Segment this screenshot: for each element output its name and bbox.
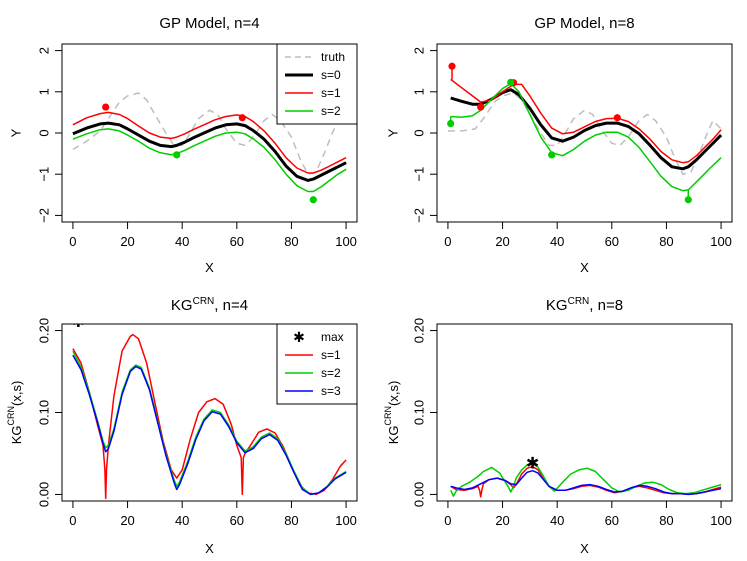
x-tick-label: 60: [230, 234, 244, 249]
x-tick-label: 60: [605, 513, 619, 528]
max-marker: ✱: [526, 456, 539, 473]
legend: truth s=0 s=1 s=2: [276, 43, 358, 125]
series-line-truth: [447, 92, 722, 175]
y-tick-label: 0: [37, 129, 52, 136]
x-tick-label: 60: [605, 234, 619, 249]
data-point: [309, 196, 317, 204]
x-tick-label: 0: [444, 234, 451, 249]
x-tick-label: 100: [710, 513, 732, 528]
plot-area: ✱: [450, 456, 722, 498]
legend-label: s=1: [321, 86, 341, 100]
x-tick-label: 80: [284, 234, 298, 249]
series-line-s-3: [450, 469, 722, 496]
y-axis-label: Y: [9, 128, 24, 137]
x-tick-label: 0: [444, 513, 451, 528]
data-point: [684, 196, 692, 204]
y-tick-label: 1: [37, 88, 52, 95]
data-point: [507, 78, 515, 86]
legend-box: [276, 323, 358, 405]
series-line-s-2: [450, 462, 722, 497]
legend-label: s=3: [321, 384, 341, 398]
y-tick-label: 0.20: [412, 318, 427, 343]
chart-title: GP Model, n=4: [159, 15, 259, 32]
legend-label: max: [321, 330, 344, 344]
max-marker: ✱: [72, 314, 85, 331]
data-point: [448, 62, 456, 70]
y-tick-label: 0.10: [412, 400, 427, 425]
legend-swatch: ✱: [293, 329, 305, 345]
y-tick-label: 0: [412, 129, 427, 136]
y-tick-label: −2: [412, 208, 427, 223]
legend-label: s=1: [321, 348, 341, 362]
series-line-s-0: [72, 121, 347, 182]
x-axis-label: X: [205, 541, 214, 556]
y-axis-label: Y: [386, 128, 401, 137]
x-tick-label: 40: [175, 234, 189, 249]
chart-title: KGCRN, n=8: [546, 296, 623, 314]
y-tick-label: 0.00: [412, 482, 427, 507]
data-point: [173, 151, 181, 159]
plot-area: [447, 62, 723, 204]
x-tick-label: 80: [284, 513, 298, 528]
x-tick-label: 40: [175, 513, 189, 528]
x-tick-label: 20: [120, 234, 134, 249]
legend-label: truth: [321, 50, 345, 64]
series-line-s-1: [450, 78, 722, 164]
chart-title: KGCRN, n=4: [171, 296, 248, 314]
series-line-s-2: [72, 128, 347, 193]
y-axis-label: KGCRN(x,s): [6, 381, 24, 445]
x-tick-label: 20: [120, 513, 134, 528]
data-point: [548, 151, 556, 159]
y-axis-label: KGCRN(x,s): [383, 381, 401, 445]
panel-2: GP Model, n=8 0 20 40 60 80 100 X −2 −1 0 1 2 Y: [386, 15, 733, 275]
legend-label: s=2: [321, 104, 341, 118]
data-point: [447, 119, 455, 128]
x-tick-label: 100: [335, 513, 357, 528]
y-tick-label: 1: [412, 88, 427, 95]
x-tick-label: 60: [230, 513, 244, 528]
series-line-truth: [72, 92, 347, 175]
x-tick-label: 80: [659, 234, 673, 249]
series-line-s-1: [72, 111, 347, 174]
y-tick-label: 2: [412, 47, 427, 54]
series-line-s-3: [72, 354, 347, 496]
data-point: [477, 103, 485, 111]
data-point: [238, 114, 246, 122]
x-tick-label: 100: [335, 234, 357, 249]
x-tick-label: 40: [550, 513, 564, 528]
legend-label: s=0: [321, 68, 341, 82]
data-point: [102, 103, 110, 111]
chart-title: GP Model, n=8: [534, 15, 634, 32]
y-tick-label: 0.20: [37, 318, 52, 343]
y-tick-label: −2: [37, 208, 52, 223]
panel-4: KGCRN, n=8 0 20 40 60 80 100 X 0.00 0.10 0.20 KGCRN…: [383, 296, 733, 556]
legend: ✱ max s=1 s=2 s=3: [276, 323, 358, 405]
x-axis-label: X: [580, 260, 589, 275]
y-tick-label: 2: [37, 47, 52, 54]
x-tick-label: 0: [69, 513, 76, 528]
series-line-s-2: [450, 82, 722, 192]
x-tick-label: 20: [495, 234, 509, 249]
y-tick-label: −1: [412, 167, 427, 182]
x-tick-label: 80: [659, 513, 673, 528]
plot-area: [72, 92, 347, 204]
x-axis-label: X: [205, 260, 214, 275]
x-tick-label: 0: [69, 234, 76, 249]
x-tick-label: 20: [495, 513, 509, 528]
panel-3: KGCRN, n=4 0 20 40 60 80 100 X 0.00 0.10 0.20 KGCRN…: [6, 296, 358, 556]
legend-label: s=2: [321, 366, 341, 380]
y-tick-label: −1: [37, 167, 52, 182]
x-axis-label: X: [580, 541, 589, 556]
plot-area: ✱: [72, 314, 347, 500]
x-tick-label: 100: [710, 234, 732, 249]
y-tick-label: 0.00: [37, 482, 52, 507]
y-tick-label: 0.10: [37, 400, 52, 425]
x-tick-label: 40: [550, 234, 564, 249]
data-point: [613, 114, 621, 122]
